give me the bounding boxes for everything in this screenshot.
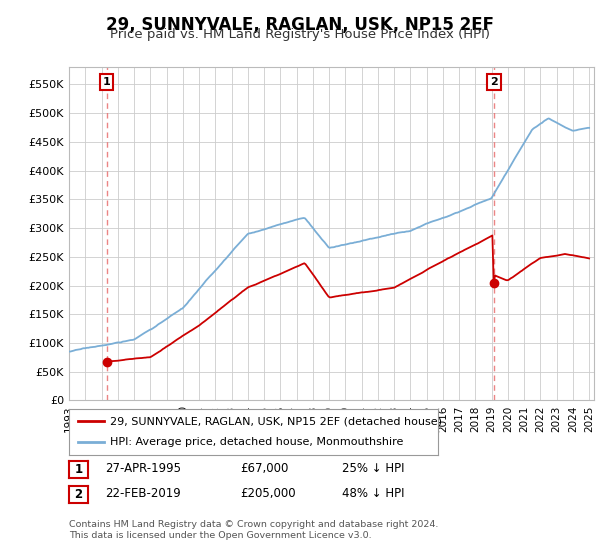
Text: £67,000: £67,000 xyxy=(240,462,289,475)
Text: 2: 2 xyxy=(490,77,498,87)
Text: 48% ↓ HPI: 48% ↓ HPI xyxy=(342,487,404,501)
Text: 25% ↓ HPI: 25% ↓ HPI xyxy=(342,462,404,475)
Text: HPI: Average price, detached house, Monmouthshire: HPI: Average price, detached house, Monm… xyxy=(110,437,403,447)
Text: 2: 2 xyxy=(74,488,83,501)
Text: 29, SUNNYVALE, RAGLAN, USK, NP15 2EF: 29, SUNNYVALE, RAGLAN, USK, NP15 2EF xyxy=(106,16,494,34)
Text: 29, SUNNYVALE, RAGLAN, USK, NP15 2EF (detached house): 29, SUNNYVALE, RAGLAN, USK, NP15 2EF (de… xyxy=(110,416,442,426)
Text: 22-FEB-2019: 22-FEB-2019 xyxy=(105,487,181,501)
Text: £205,000: £205,000 xyxy=(240,487,296,501)
Text: 27-APR-1995: 27-APR-1995 xyxy=(105,462,181,475)
Text: Price paid vs. HM Land Registry's House Price Index (HPI): Price paid vs. HM Land Registry's House … xyxy=(110,28,490,41)
Text: 1: 1 xyxy=(103,77,110,87)
Text: Contains HM Land Registry data © Crown copyright and database right 2024.
This d: Contains HM Land Registry data © Crown c… xyxy=(69,520,439,540)
Text: 1: 1 xyxy=(74,463,83,476)
